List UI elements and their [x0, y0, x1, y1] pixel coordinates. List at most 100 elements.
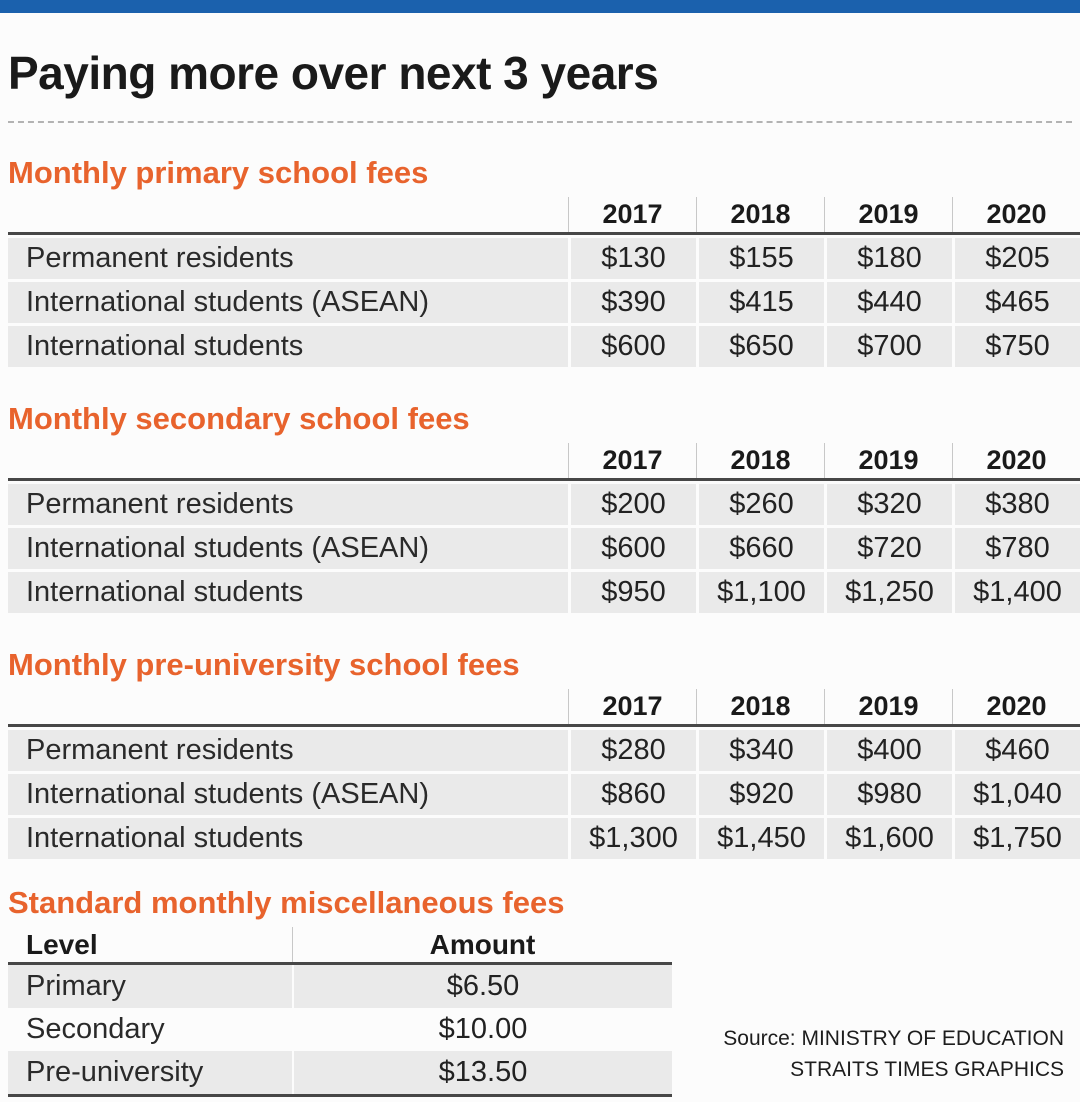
- fee-value: $6.50: [292, 965, 672, 1008]
- table-row: International students (ASEAN) $600 $660…: [8, 528, 1080, 569]
- fee-value: $13.50: [292, 1051, 672, 1094]
- table-header-row: 2017 2018 2019 2020: [8, 197, 1080, 235]
- fee-value: $400: [824, 730, 952, 771]
- section-heading-preuniversity: Monthly pre-university school fees: [8, 647, 520, 682]
- fee-table-primary: 2017 2018 2019 2020 Permanent residents …: [8, 197, 1080, 367]
- table-row: Pre-university $13.50: [8, 1051, 672, 1094]
- row-label: Permanent residents: [26, 488, 294, 520]
- misc-fee-table: Level Amount Primary $6.50 Secondary $10…: [8, 927, 672, 1097]
- fee-value: $180: [824, 238, 952, 279]
- fee-value: $205: [952, 238, 1080, 279]
- table-header-row: 2017 2018 2019 2020: [8, 443, 1080, 481]
- fee-value: $980: [824, 774, 952, 815]
- table-row: Primary $6.50: [8, 965, 672, 1008]
- section-heading-miscellaneous: Standard monthly miscellaneous fees: [8, 885, 565, 920]
- row-label: Pre-university: [26, 1056, 204, 1088]
- fee-table-preuniversity: 2017 2018 2019 2020 Permanent residents …: [8, 689, 1080, 859]
- year-header: 2018: [696, 689, 824, 724]
- section-primary-fees: Monthly primary school fees 2017 2018 20…: [0, 155, 1080, 367]
- fee-value: $1,100: [696, 572, 824, 613]
- fee-value: $415: [696, 282, 824, 323]
- row-label: Secondary: [26, 1013, 165, 1045]
- year-header: 2020: [952, 689, 1080, 724]
- header-spacer: [8, 443, 568, 478]
- row-label: International students (ASEAN): [26, 286, 429, 318]
- source-line: Source: MINISTRY OF EDUCATION: [723, 1027, 1064, 1050]
- fee-value: $720: [824, 528, 952, 569]
- section-preuniversity-fees: Monthly pre-university school fees 2017 …: [0, 647, 1080, 859]
- table-row: Permanent residents $280 $340 $400 $460: [8, 730, 1080, 771]
- fee-value: $460: [952, 730, 1080, 771]
- fee-value: $600: [568, 528, 696, 569]
- fee-value: $1,750: [952, 818, 1080, 859]
- table-row: Permanent residents $200 $260 $320 $380: [8, 484, 1080, 525]
- year-header: 2019: [824, 443, 952, 478]
- fee-value: $155: [696, 238, 824, 279]
- year-header: 2018: [696, 197, 824, 232]
- fee-value: $1,300: [568, 818, 696, 859]
- section-secondary-fees: Monthly secondary school fees 2017 2018 …: [0, 401, 1080, 613]
- table-row: Secondary $10.00: [8, 1008, 672, 1051]
- column-header-level: Level: [26, 928, 98, 960]
- header-spacer: [8, 197, 568, 232]
- source-line: STRAITS TIMES GRAPHICS: [790, 1058, 1064, 1081]
- table-row: International students $1,300 $1,450 $1,…: [8, 818, 1080, 859]
- fee-value: $380: [952, 484, 1080, 525]
- source-credit: Source: MINISTRY OF EDUCATION STRAITS TI…: [723, 1023, 1064, 1085]
- section-miscellaneous-fees: Standard monthly miscellaneous fees Leve…: [0, 885, 1080, 1097]
- row-label: International students (ASEAN): [26, 532, 429, 564]
- fee-value: $340: [696, 730, 824, 771]
- row-label: International students: [26, 576, 304, 608]
- fee-value: $280: [568, 730, 696, 771]
- fee-value: $700: [824, 326, 952, 367]
- column-header-amount: Amount: [292, 927, 672, 962]
- row-label: International students (ASEAN): [26, 778, 429, 810]
- row-label: International students: [26, 330, 304, 362]
- fee-value: $390: [568, 282, 696, 323]
- header-spacer: [8, 689, 568, 724]
- fee-value: $10.00: [292, 1008, 672, 1051]
- table-row: International students $600 $650 $700 $7…: [8, 326, 1080, 367]
- fee-value: $1,250: [824, 572, 952, 613]
- fee-value: $320: [824, 484, 952, 525]
- fee-value: $600: [568, 326, 696, 367]
- section-heading-secondary: Monthly secondary school fees: [8, 401, 470, 436]
- fee-value: $750: [952, 326, 1080, 367]
- section-heading-primary: Monthly primary school fees: [8, 155, 429, 190]
- year-header: 2017: [568, 443, 696, 478]
- table-row: Permanent residents $130 $155 $180 $205: [8, 238, 1080, 279]
- row-label: Permanent residents: [26, 734, 294, 766]
- fee-value: $440: [824, 282, 952, 323]
- table-header-row: 2017 2018 2019 2020: [8, 689, 1080, 727]
- year-header: 2017: [568, 689, 696, 724]
- fee-value: $950: [568, 572, 696, 613]
- fee-table-secondary: 2017 2018 2019 2020 Permanent residents …: [8, 443, 1080, 613]
- row-label: Permanent residents: [26, 242, 294, 274]
- year-header: 2017: [568, 197, 696, 232]
- fee-value: $1,040: [952, 774, 1080, 815]
- top-accent-bar: [0, 0, 1080, 13]
- fee-value: $200: [568, 484, 696, 525]
- year-header: 2019: [824, 197, 952, 232]
- table-row: International students $950 $1,100 $1,25…: [8, 572, 1080, 613]
- fee-value: $1,600: [824, 818, 952, 859]
- fee-value: $1,400: [952, 572, 1080, 613]
- fee-value: $1,450: [696, 818, 824, 859]
- page-title: Paying more over next 3 years: [8, 47, 659, 99]
- fee-value: $780: [952, 528, 1080, 569]
- year-header: 2019: [824, 689, 952, 724]
- fee-value: $130: [568, 238, 696, 279]
- year-header: 2020: [952, 443, 1080, 478]
- fee-value: $650: [696, 326, 824, 367]
- fee-value: $660: [696, 528, 824, 569]
- year-header: 2018: [696, 443, 824, 478]
- dashed-divider: [8, 121, 1072, 123]
- row-label: International students: [26, 822, 304, 854]
- year-header: 2020: [952, 197, 1080, 232]
- fee-value: $860: [568, 774, 696, 815]
- table-row: International students (ASEAN) $390 $415…: [8, 282, 1080, 323]
- fee-value: $260: [696, 484, 824, 525]
- table-row: International students (ASEAN) $860 $920…: [8, 774, 1080, 815]
- fee-value: $920: [696, 774, 824, 815]
